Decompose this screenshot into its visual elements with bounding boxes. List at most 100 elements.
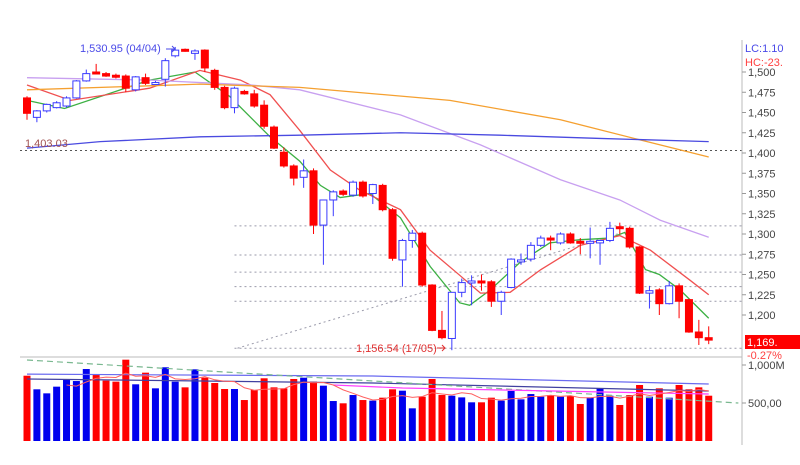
reference-annotation: 1,403.03 <box>25 138 68 150</box>
volume-bar <box>675 384 683 441</box>
candle <box>299 159 308 188</box>
candle-body <box>131 76 140 91</box>
candle <box>487 280 496 307</box>
candle <box>161 58 170 87</box>
volume-bar <box>507 390 515 441</box>
volume-bar <box>418 396 426 441</box>
candle <box>684 298 693 333</box>
candle-body <box>467 280 476 284</box>
candle <box>141 73 150 85</box>
volume-bar <box>576 403 584 441</box>
candle <box>32 110 41 123</box>
volume-bar <box>319 385 327 441</box>
candle <box>289 164 298 186</box>
volume-bar <box>566 396 574 441</box>
price-tick-label: 1,325 <box>748 209 776 221</box>
candle-body <box>655 289 664 305</box>
candle <box>131 76 140 92</box>
candle <box>576 238 585 255</box>
volume-bar <box>161 367 169 441</box>
candle-body <box>111 74 120 78</box>
volume-bar <box>92 375 100 441</box>
candle-body <box>625 227 634 248</box>
candle <box>200 49 209 72</box>
volume-bar <box>586 397 594 441</box>
axes: 1,500 1,475 1,450 1,425 1,400 1,375 1,350 1,325… <box>20 40 776 445</box>
candle-body <box>378 184 387 211</box>
candle <box>240 89 249 95</box>
candle-body <box>447 291 456 339</box>
candle <box>477 274 486 291</box>
candle <box>190 49 199 60</box>
candle <box>457 278 466 298</box>
candle <box>517 253 525 265</box>
moving-average-lines <box>26 69 710 319</box>
volume-bar <box>142 372 150 441</box>
candle-body <box>615 226 624 230</box>
volume-bar <box>428 378 436 441</box>
candle-body <box>665 285 674 305</box>
candle-body <box>428 284 437 331</box>
candle <box>102 72 111 77</box>
candle-body <box>260 104 269 127</box>
volume-bar <box>201 377 209 441</box>
volume-bar <box>290 378 298 441</box>
candle <box>625 226 634 249</box>
candle <box>378 183 387 212</box>
candle <box>428 284 437 332</box>
last-price-label: 1,169. <box>747 337 778 349</box>
candle <box>526 242 535 262</box>
candle <box>467 275 476 306</box>
candle-body <box>92 71 101 75</box>
candle-body <box>517 259 525 263</box>
price-tick-label: 1,425 <box>748 128 776 140</box>
candle <box>418 231 427 287</box>
candle <box>556 232 565 245</box>
volume-average-line <box>333 384 709 395</box>
candle <box>181 48 190 52</box>
candle-body <box>250 93 259 107</box>
candle-body <box>181 48 190 52</box>
price-tick-label: 1,500 <box>748 67 776 79</box>
volume-bar <box>349 395 357 441</box>
volume-bar <box>557 396 565 441</box>
volume-bar <box>112 381 120 441</box>
candle-body <box>319 199 328 226</box>
candle-body <box>497 291 506 302</box>
volume-bar <box>171 381 179 441</box>
volume-average-line <box>26 378 709 392</box>
candle <box>339 189 348 196</box>
price-tick-label: 1,225 <box>748 290 776 302</box>
candle <box>309 168 318 234</box>
price-tick-label: 1,375 <box>748 168 776 180</box>
candle-body <box>487 281 496 302</box>
candle-body <box>684 299 693 333</box>
candle-body <box>477 280 486 284</box>
candle-body <box>605 227 614 241</box>
candle-body <box>151 82 160 86</box>
candle <box>319 199 328 265</box>
volume-bar <box>23 375 31 441</box>
candle <box>398 238 407 287</box>
candle-body <box>32 110 41 118</box>
volume-bar <box>250 390 258 441</box>
volume-tick-label: 500,00 <box>748 398 782 410</box>
volume-bar <box>240 400 248 441</box>
volume-bar <box>408 408 416 441</box>
candle <box>665 280 674 305</box>
volume-bar <box>458 397 466 441</box>
candle <box>42 103 51 113</box>
volume-bar <box>221 389 229 441</box>
volume-bar <box>102 380 110 441</box>
price-tick-label: 1,275 <box>748 249 776 261</box>
candle-body <box>536 237 545 246</box>
price-tick-label: 1,250 <box>748 270 776 282</box>
candlesticks <box>23 46 713 351</box>
candle <box>635 246 644 294</box>
candle-body <box>576 240 585 244</box>
candle-body <box>82 73 91 82</box>
volume-bar <box>230 389 238 441</box>
volume-bar <box>527 394 535 441</box>
volume-bar <box>497 400 505 441</box>
